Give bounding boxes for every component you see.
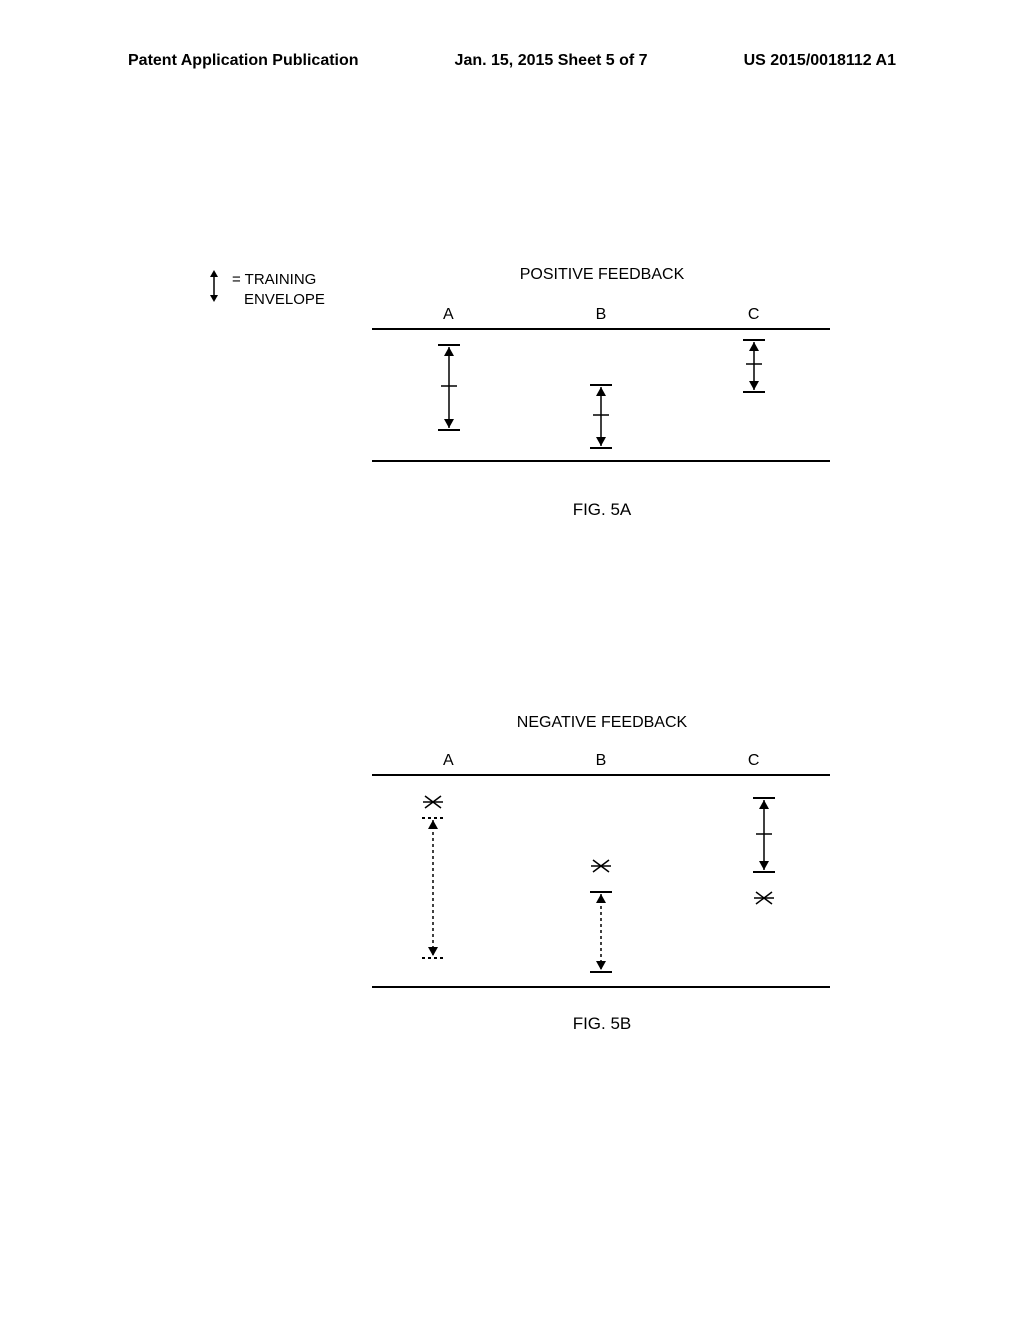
fig5b-a-graphic <box>373 776 524 986</box>
fig5b-cells <box>372 776 830 986</box>
envelope-arrow-c <box>678 330 829 460</box>
col-c: C <box>678 306 829 324</box>
fig5a-cell-b <box>525 330 676 460</box>
header-left: Patent Application Publication <box>128 52 359 70</box>
fig5b-bottom-rule <box>372 986 830 988</box>
fig5a-cells <box>372 330 830 460</box>
fig5b-b-graphic <box>525 776 676 986</box>
fig5a-cell-c <box>678 330 829 460</box>
fig5b-cell-a <box>373 776 524 986</box>
fig5a-table: A B C <box>372 306 830 462</box>
fig5b-label: FIG. 5B <box>0 1014 1024 1034</box>
legend-line2: ENVELOPE <box>232 291 325 308</box>
fig5b-cell-c <box>678 776 829 986</box>
header-right: US 2015/0018112 A1 <box>744 52 896 70</box>
fig5a-label: FIG. 5A <box>0 500 1024 520</box>
fig5a-col-headers: A B C <box>372 306 830 328</box>
col-c: C <box>678 752 829 770</box>
fig5b-cell-b <box>525 776 676 986</box>
fig5a-title: POSITIVE FEEDBACK <box>0 266 1024 284</box>
envelope-arrow-b <box>525 330 676 460</box>
fig5b-title: NEGATIVE FEEDBACK <box>0 714 1024 732</box>
page-header: Patent Application Publication Jan. 15, … <box>0 52 1024 70</box>
envelope-arrow-a <box>373 330 524 460</box>
fig5a-cell-a <box>373 330 524 460</box>
col-a: A <box>373 306 524 324</box>
fig5b-table: A B C <box>372 752 830 988</box>
header-mid: Jan. 15, 2015 Sheet 5 of 7 <box>455 52 648 70</box>
col-b: B <box>525 752 676 770</box>
fig5b-c-graphic <box>678 776 829 986</box>
fig5a-bottom-rule <box>372 460 830 462</box>
col-a: A <box>373 752 524 770</box>
col-b: B <box>525 306 676 324</box>
fig5b-col-headers: A B C <box>372 752 830 774</box>
